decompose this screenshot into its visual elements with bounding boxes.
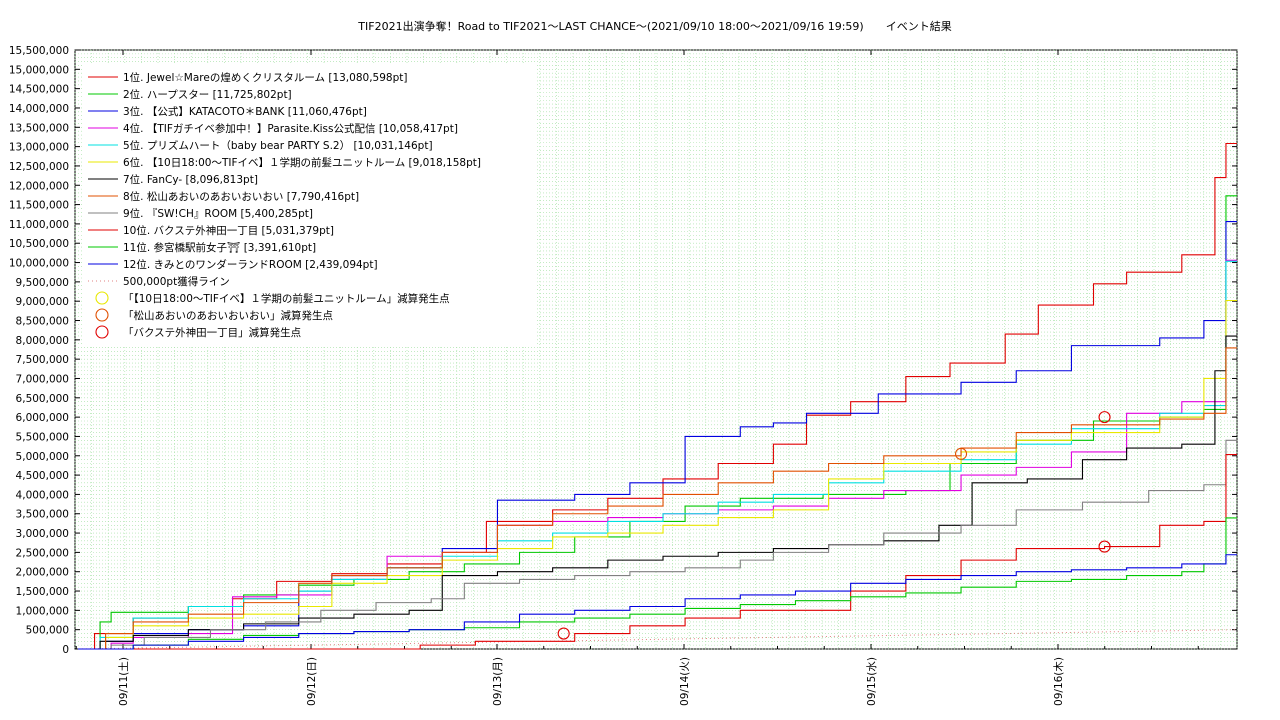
decrement-point xyxy=(954,447,968,460)
chart-title: TIF2021出演争奪！Road to TIF2021〜LAST CHANCE〜… xyxy=(357,19,951,33)
legend-entry: 7位. FanCy- [8,096,813pt] xyxy=(123,173,258,186)
y-tick-label: 4,500,000 xyxy=(16,470,69,482)
y-tick-label: 3,500,000 xyxy=(16,509,69,521)
x-tick-label: 09/14(火) xyxy=(679,657,691,706)
legend-entry: 12位. きみとのワンダーランドROOM [2,439,094pt] xyxy=(123,258,378,271)
decrement-point xyxy=(1098,411,1111,424)
decrement-point xyxy=(557,627,570,640)
y-tick-label: 14,500,000 xyxy=(9,84,69,96)
series-line-4 xyxy=(78,259,1237,650)
legend-entry: 「松山あおいのあおいおいおい」減算発生点 xyxy=(123,309,333,322)
decrement-markers xyxy=(557,411,1111,640)
y-tick-label: 8,500,000 xyxy=(16,316,69,328)
y-tick-label: 15,500,000 xyxy=(9,45,69,57)
legend-entry: 11位. 参宮橋駅前女子⛩ [3,391,610pt] xyxy=(123,241,316,254)
legend-box xyxy=(83,64,535,346)
y-tick-label: 0 xyxy=(62,644,69,656)
legend-entry: 2位. ハープスター [11,725,802pt] xyxy=(123,88,292,101)
legend-entry: 1位. Jewel☆Mareの煌めくクリスタルーム [13,080,598pt] xyxy=(123,71,407,84)
x-tick-label: 09/16(木) xyxy=(1053,657,1065,706)
x-tick-label: 09/15(水) xyxy=(866,657,878,706)
x-tick-label: 09/11(土) xyxy=(117,657,130,706)
series-lines xyxy=(77,142,1238,650)
y-tick-label: 8,000,000 xyxy=(16,335,69,347)
y-tick-label: 1,000,000 xyxy=(16,605,69,617)
y-tick-label: 2,000,000 xyxy=(16,567,69,579)
y-tick-label: 3,000,000 xyxy=(16,528,69,540)
series-line-12 xyxy=(78,554,1237,650)
y-tick-label: 13,500,000 xyxy=(9,122,69,134)
legend: 1位. Jewel☆Mareの煌めくクリスタルーム [13,080,598pt]… xyxy=(83,64,535,346)
series-line-7 xyxy=(78,335,1237,650)
y-tick-label: 4,000,000 xyxy=(16,489,69,501)
y-tick-label: 5,000,000 xyxy=(16,451,69,463)
y-tick-label: 12,000,000 xyxy=(9,180,69,192)
y-tick-label: 2,500,000 xyxy=(16,547,69,559)
y-tick-label: 1,500,000 xyxy=(16,586,69,598)
x-tick-label: 09/13(月) xyxy=(492,657,504,706)
legend-marker xyxy=(95,325,109,339)
legend-entry: 10位. バクステ外神田一丁目 [5,031,379pt] xyxy=(123,224,334,237)
legend-entry: 3位. 【公式】KATACOTO＊BANK [11,060,476pt] xyxy=(123,105,367,118)
legend-entry: 8位. 松山あおいのあおいおいおい [7,790,416pt] xyxy=(123,190,359,203)
series-line-6 xyxy=(78,299,1237,650)
legend-entry: 6位. 【10日18:00〜TIFイベ】１学期の前髪ユニットルーム [9,018… xyxy=(123,156,481,169)
y-tick-label: 15,000,000 xyxy=(9,64,69,76)
legend-marker xyxy=(95,308,109,322)
y-tick-label: 6,000,000 xyxy=(16,412,69,424)
legend-entry: 4位. 【TIFガチイベ参加中！】Parasite.Kiss公式配信 [10,0… xyxy=(123,122,458,135)
y-tick-label: 9,000,000 xyxy=(16,296,69,308)
y-tick-label: 12,500,000 xyxy=(9,161,69,173)
legend-marker xyxy=(95,291,109,305)
x-tick-label: 09/12(日) xyxy=(306,657,318,706)
y-tick-label: 500,000 xyxy=(26,625,69,637)
legend-entry: 「バクステ外神田一丁目」減算発生点 xyxy=(123,326,301,339)
y-tick-label: 6,500,000 xyxy=(16,393,69,405)
legend-entry: 500,000pt獲得ライン xyxy=(123,275,230,288)
decrement-point xyxy=(1098,540,1111,553)
y-tick-label: 9,500,000 xyxy=(16,277,69,289)
axes: 0 500,000 1,000,000 1,500,000 2,000,000 2,500… xyxy=(9,45,1237,706)
legend-entry: 5位. プリズムハート（baby bear PARTY S.2） [10,031… xyxy=(123,139,433,152)
y-tick-label: 7,000,000 xyxy=(16,373,69,385)
y-tick-label: 13,000,000 xyxy=(9,142,69,154)
series-line-9 xyxy=(78,439,1237,650)
y-tick-label: 11,000,000 xyxy=(9,219,69,231)
legend-entry: 9位. 『SW!CH』ROOM [5,400,285pt] xyxy=(123,207,313,220)
legend-entry: 「【10日18:00〜TIFイベ】１学期の前髪ユニットルーム」減算発生点 xyxy=(123,292,450,305)
y-tick-label: 5,500,000 xyxy=(16,431,69,443)
y-tick-label: 14,000,000 xyxy=(9,103,69,115)
series-line-8 xyxy=(78,347,1237,650)
y-tick-label: 7,500,000 xyxy=(16,354,69,366)
y-tick-label: 11,500,000 xyxy=(9,200,69,212)
y-tick-label: 10,000,000 xyxy=(9,258,69,270)
y-tick-label: 10,500,000 xyxy=(9,238,69,250)
